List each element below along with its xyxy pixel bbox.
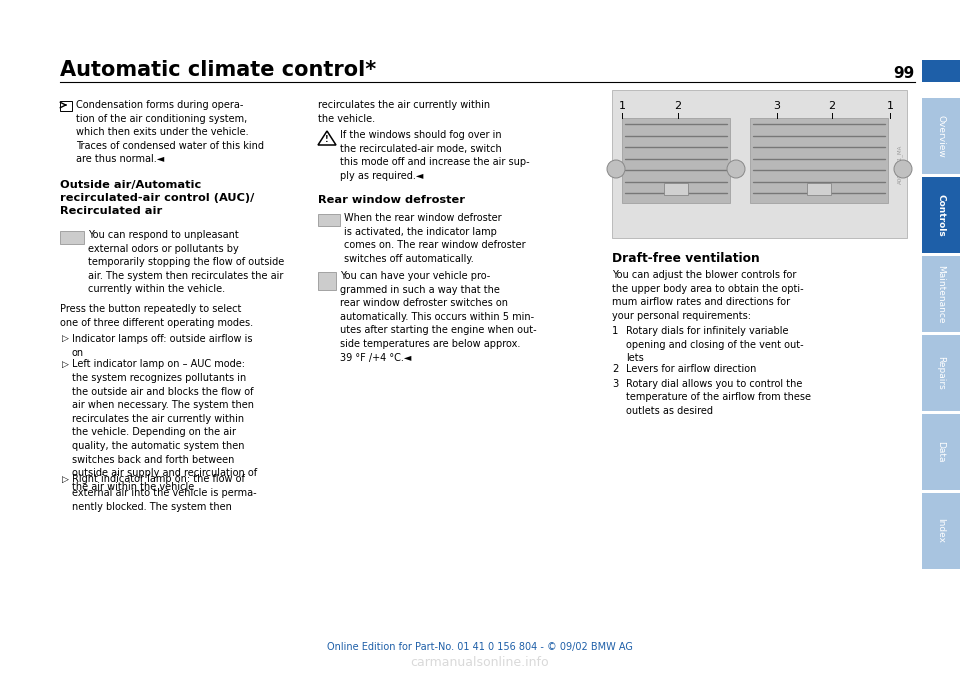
Text: Left indicator lamp on – AUC mode:
the system recognizes pollutants in
the outsi: Left indicator lamp on – AUC mode: the s… (72, 359, 257, 492)
Text: Repairs: Repairs (937, 356, 946, 390)
Text: Outside air/Automatic
recirculated-air control (AUC)/
Recirculated air: Outside air/Automatic recirculated-air c… (60, 180, 254, 216)
Text: 2: 2 (612, 363, 618, 374)
Bar (750, 118, 888, 203)
Text: 99: 99 (893, 66, 914, 81)
Text: Condensation forms during opera-
tion of the air conditioning system,
which then: Condensation forms during opera- tion of… (76, 100, 264, 164)
Bar (807, 183, 831, 195)
Bar (922, 98, 960, 174)
Text: Press the button repeatedly to select
one of three different operating modes.: Press the button repeatedly to select on… (60, 304, 253, 327)
Text: A0000001_MA: A0000001_MA (898, 144, 903, 184)
Text: Overview: Overview (937, 115, 946, 157)
Text: If the windows should fog over in
the recirculated-air mode, switch
this mode of: If the windows should fog over in the re… (340, 130, 530, 181)
Text: Indicator lamps off: outside airflow is
on: Indicator lamps off: outside airflow is … (72, 334, 252, 357)
Bar (318, 272, 336, 290)
Text: 2: 2 (828, 101, 835, 111)
Text: !: ! (325, 134, 329, 144)
Bar (318, 214, 340, 226)
Text: Automatic climate control*: Automatic climate control* (60, 60, 376, 80)
Bar (922, 60, 960, 82)
Bar (622, 118, 730, 203)
Text: Levers for airflow direction: Levers for airflow direction (626, 363, 756, 374)
Text: Online Edition for Part-No. 01 41 0 156 804 - © 09/02 BMW AG: Online Edition for Part-No. 01 41 0 156 … (327, 642, 633, 652)
Bar (922, 256, 960, 332)
Text: You can have your vehicle pro-
grammed in such a way that the
rear window defros: You can have your vehicle pro- grammed i… (340, 271, 537, 363)
Text: Draft-free ventilation: Draft-free ventilation (612, 252, 759, 265)
Bar (922, 335, 960, 411)
Text: Rear window defroster: Rear window defroster (318, 195, 465, 205)
Bar (922, 493, 960, 569)
Text: recirculates the air currently within
the vehicle.: recirculates the air currently within th… (318, 100, 491, 123)
Text: When the rear window defroster
is activated, the indicator lamp
comes on. The re: When the rear window defroster is activa… (344, 213, 526, 264)
Text: ▷: ▷ (62, 475, 69, 483)
Text: Right indicator lamp on: the flow of
external air into the vehicle is perma-
nen: Right indicator lamp on: the flow of ext… (72, 475, 256, 512)
Text: You can adjust the blower controls for
the upper body area to obtain the opti-
m: You can adjust the blower controls for t… (612, 270, 804, 321)
Bar (664, 183, 688, 195)
Bar (60, 231, 84, 244)
Text: ▷: ▷ (62, 359, 69, 368)
Text: 1: 1 (618, 101, 626, 111)
Text: 1: 1 (886, 101, 894, 111)
Text: Rotary dials for infinitely variable
opening and closing of the vent out-
lets: Rotary dials for infinitely variable ope… (626, 326, 804, 363)
Bar (922, 414, 960, 490)
Text: 2: 2 (675, 101, 682, 111)
Text: Rotary dial allows you to control the
temperature of the airflow from these
outl: Rotary dial allows you to control the te… (626, 379, 811, 416)
Bar (612, 90, 907, 238)
Text: carmanualsonline.info: carmanualsonline.info (411, 656, 549, 669)
Circle shape (727, 160, 745, 178)
Text: Maintenance: Maintenance (937, 264, 946, 323)
Text: Index: Index (937, 519, 946, 544)
Circle shape (607, 160, 625, 178)
Text: ▷: ▷ (62, 334, 69, 343)
Text: 3: 3 (774, 101, 780, 111)
Text: Controls: Controls (937, 194, 946, 237)
Text: Data: Data (937, 441, 946, 463)
Bar (922, 177, 960, 253)
Text: You can respond to unpleasant
external odors or pollutants by
temporarily stoppi: You can respond to unpleasant external o… (88, 230, 284, 294)
Circle shape (894, 160, 912, 178)
Text: 1: 1 (612, 326, 618, 336)
Bar (60, 101, 72, 111)
Text: 3: 3 (612, 379, 618, 388)
